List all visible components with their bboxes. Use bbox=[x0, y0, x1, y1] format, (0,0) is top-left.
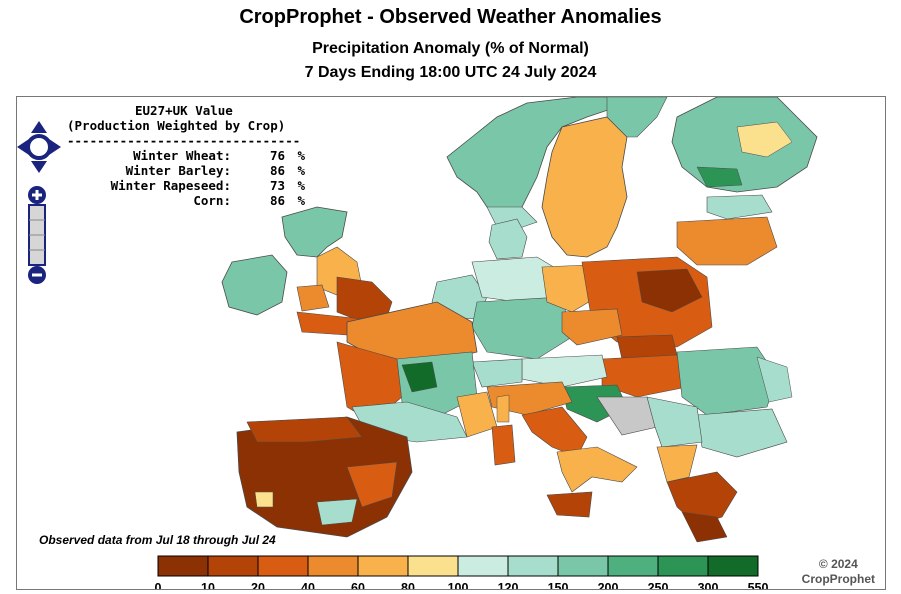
region-norway bbox=[446, 97, 618, 218]
legend-tick-label: 60 bbox=[351, 581, 365, 590]
region-hungary bbox=[601, 354, 688, 398]
region-albania-mk bbox=[656, 444, 698, 483]
value-box-subheading: (Production Weighted by Crop) bbox=[67, 118, 286, 133]
region-denmark bbox=[488, 218, 528, 260]
crop-row: Winter Barley: 86 % bbox=[67, 163, 305, 178]
crop-value: 86 bbox=[269, 163, 285, 178]
region-ireland bbox=[221, 254, 288, 316]
region-romania bbox=[676, 346, 778, 416]
legend-swatch bbox=[307, 555, 359, 577]
observed-data-note: Observed data from Jul 18 through Jul 24 bbox=[39, 533, 276, 547]
legend-swatch bbox=[157, 555, 209, 577]
region-latvia-lithuania bbox=[676, 216, 778, 266]
region-wales bbox=[296, 284, 330, 312]
legend-tick-label: 300 bbox=[697, 581, 719, 590]
map-period: 7 Days Ending 18:00 UTC 24 July 2024 bbox=[304, 64, 597, 81]
copyright-year: © 2024 bbox=[818, 557, 858, 571]
region-iberia-sw bbox=[254, 491, 274, 508]
legend-swatch bbox=[707, 555, 759, 577]
legend-tick-label: 40 bbox=[301, 581, 315, 590]
region-finland-yellow bbox=[736, 121, 793, 158]
region-estonia bbox=[706, 194, 773, 220]
crop-unit: % bbox=[297, 193, 305, 208]
region-serbia bbox=[646, 396, 703, 448]
copyright: © 2024 CropProphet bbox=[802, 557, 875, 587]
region-sweden bbox=[541, 116, 628, 258]
map-viewport[interactable]: EU27+UK Value (Production Weighted by Cr… bbox=[16, 96, 886, 590]
value-box-separator: ------------------------------- bbox=[67, 133, 301, 148]
legend-swatch bbox=[457, 555, 509, 577]
legend-tick-label: 20 bbox=[251, 581, 265, 590]
region-iberia-se bbox=[316, 498, 358, 526]
region-iberia bbox=[236, 416, 413, 538]
legend-swatch bbox=[657, 555, 709, 577]
legend-tick-label: 0 bbox=[154, 581, 162, 590]
zoom-out-icon[interactable] bbox=[28, 266, 46, 284]
legend-tick-label: 150 bbox=[547, 581, 569, 590]
region-italy-south bbox=[556, 446, 638, 493]
region-switzerland bbox=[471, 358, 523, 388]
region-sardinia bbox=[491, 424, 516, 466]
legend-tick-label: 250 bbox=[647, 581, 669, 590]
crop-unit: % bbox=[297, 148, 305, 163]
map-subtitle: Precipitation Anomaly (% of Normal) bbox=[312, 40, 589, 57]
crop-value: 73 bbox=[269, 178, 285, 193]
region-bulgaria bbox=[696, 408, 788, 458]
zoom-slider[interactable] bbox=[28, 204, 46, 266]
legend-swatch bbox=[207, 555, 259, 577]
legend-swatch bbox=[557, 555, 609, 577]
zoom-in-icon[interactable] bbox=[28, 186, 46, 204]
map-title: CropProphet - Observed Weather Anomalies bbox=[239, 6, 662, 28]
legend-swatch bbox=[607, 555, 659, 577]
crop-row: Winter Wheat: 76 % bbox=[67, 148, 305, 163]
crop-value: 86 bbox=[269, 193, 285, 208]
region-germany-east bbox=[541, 264, 598, 313]
crop-unit: % bbox=[297, 163, 305, 178]
map-navigation bbox=[17, 119, 61, 294]
region-greece-south bbox=[681, 511, 728, 543]
value-box-heading: EU27+UK Value bbox=[135, 103, 233, 118]
copyright-brand: CropProphet bbox=[801, 572, 875, 586]
region-finland-dark bbox=[696, 166, 743, 188]
region-sweden-north bbox=[606, 97, 668, 138]
legend-tick-label: 100 bbox=[447, 581, 469, 590]
legend-tick-label: 200 bbox=[597, 581, 619, 590]
region-romania-east bbox=[756, 356, 793, 403]
region-sicily bbox=[546, 491, 593, 518]
region-poland-dark bbox=[636, 268, 703, 313]
region-iberia-east bbox=[346, 461, 398, 508]
region-france-central-dark bbox=[401, 361, 438, 393]
legend-tick-label: 550 bbox=[747, 581, 769, 590]
region-corsica bbox=[496, 394, 510, 423]
crop-value: 76 bbox=[269, 148, 285, 163]
pan-arrows-icon[interactable] bbox=[17, 121, 61, 173]
crop-unit: % bbox=[297, 178, 305, 193]
crop-value-box: EU27+UK Value (Production Weighted by Cr… bbox=[67, 103, 305, 208]
legend-tick-label: 10 bbox=[201, 581, 215, 590]
legend-swatch bbox=[507, 555, 559, 577]
color-legend bbox=[157, 555, 761, 582]
crop-row: Winter Rapeseed: 73 % bbox=[67, 178, 305, 193]
legend-swatch bbox=[407, 555, 459, 577]
europe-map bbox=[221, 97, 818, 543]
crop-name: Winter Wheat: bbox=[133, 148, 231, 163]
legend-swatch bbox=[357, 555, 409, 577]
legend-swatch bbox=[257, 555, 309, 577]
crop-name: Corn: bbox=[193, 193, 231, 208]
crop-row: Corn: 86 % bbox=[67, 193, 305, 208]
crop-name: Winter Barley: bbox=[125, 163, 231, 178]
crop-name: Winter Rapeseed: bbox=[110, 178, 231, 193]
region-greece bbox=[666, 471, 738, 526]
region-czechia bbox=[561, 308, 623, 346]
legend-tick-label: 120 bbox=[497, 581, 519, 590]
legend-color-bar bbox=[157, 555, 759, 577]
region-scotland bbox=[281, 206, 348, 258]
region-iberia-north bbox=[246, 416, 363, 443]
map-nav-controls bbox=[17, 121, 61, 284]
region-austria bbox=[521, 354, 608, 388]
legend-tick-label: 80 bbox=[401, 581, 415, 590]
